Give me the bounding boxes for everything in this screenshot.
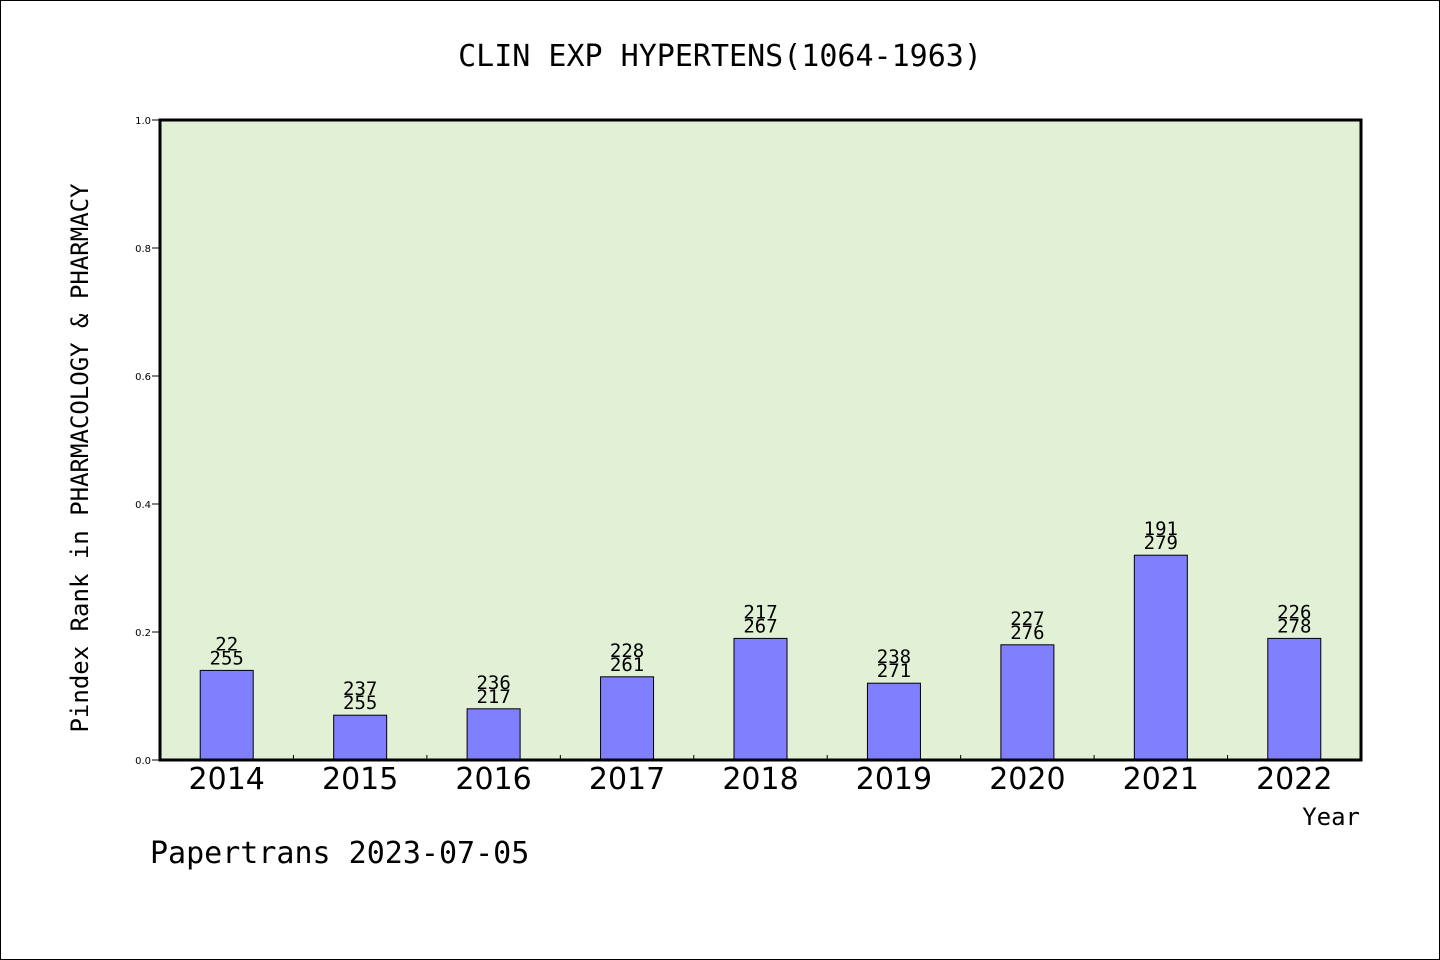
bar-label-bottom: 276	[1010, 622, 1044, 644]
bar-label-top: 236	[476, 672, 510, 694]
bar-label-bottom: 217	[476, 686, 510, 708]
bar-label-top: 191	[1144, 518, 1178, 540]
x-tick-label: 2018	[722, 762, 798, 797]
bar-label-top: 217	[743, 601, 777, 623]
bar-label-top: 226	[1277, 601, 1311, 623]
y-tick-label: 0.8	[135, 244, 151, 255]
bar-label-top: 238	[877, 646, 911, 668]
bar-label-top: 22	[215, 633, 238, 655]
bar	[600, 676, 655, 761]
x-axis-label: Year	[1302, 803, 1360, 831]
bar-label-bottom: 261	[610, 654, 644, 676]
y-tick-label: 1.0	[135, 116, 151, 127]
x-tick-label: 2017	[589, 762, 665, 797]
bar	[466, 708, 521, 761]
bar-label-bottom: 255	[210, 647, 244, 669]
bar	[1267, 637, 1322, 761]
y-tick-label: 0.0	[135, 756, 151, 767]
bar	[866, 682, 921, 761]
x-tick-label: 2014	[189, 762, 265, 797]
bar-label-bottom: 279	[1144, 532, 1178, 554]
plot-area: 0.00.20.40.60.81.02225520142372552015236…	[135, 116, 1363, 797]
bar-label-bottom: 267	[743, 615, 777, 637]
plot-border	[158, 118, 1363, 762]
chart-title: CLIN EXP HYPERTENS(1064-1963)	[458, 39, 982, 74]
bar	[733, 637, 788, 761]
y-tick-label: 0.6	[135, 372, 151, 383]
x-tick-label: 2016	[455, 762, 531, 797]
x-tick-label: 2015	[322, 762, 398, 797]
bar-label-bottom: 271	[877, 660, 911, 682]
bar-label-top: 227	[1010, 608, 1044, 630]
bar-label-bottom: 278	[1277, 615, 1311, 637]
y-tick-label: 0.4	[135, 500, 151, 511]
x-tick-label: 2021	[1123, 762, 1199, 797]
y-tick-label: 0.2	[135, 628, 151, 639]
bar	[1133, 554, 1188, 761]
bar	[333, 714, 388, 761]
x-tick-label: 2019	[856, 762, 932, 797]
x-tick-label: 2022	[1256, 762, 1332, 797]
y-axis-label: Pindex Rank in PHARMACOLOGY & PHARMACY	[66, 183, 94, 733]
bar-label-bottom: 255	[343, 692, 377, 714]
x-tick-label: 2020	[989, 762, 1065, 797]
bar	[1000, 644, 1055, 761]
footer-text: Papertrans 2023-07-05	[150, 836, 529, 871]
bar	[199, 669, 254, 761]
bar-label-top: 228	[610, 640, 644, 662]
bar-label-top: 237	[343, 678, 377, 700]
